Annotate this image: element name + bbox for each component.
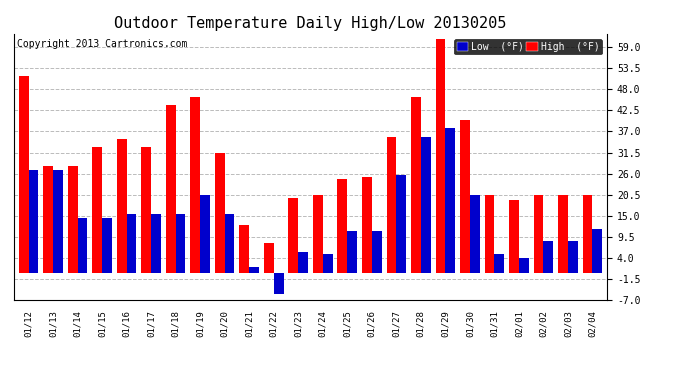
Bar bbox=[298, 252, 308, 273]
Bar bbox=[411, 97, 421, 273]
Bar bbox=[396, 176, 406, 273]
Bar bbox=[19, 76, 28, 273]
Text: Copyright 2013 Cartronics.com: Copyright 2013 Cartronics.com bbox=[17, 39, 187, 49]
Bar bbox=[435, 39, 445, 273]
Title: Outdoor Temperature Daily High/Low 20130205: Outdoor Temperature Daily High/Low 20130… bbox=[115, 16, 506, 31]
Bar bbox=[519, 258, 529, 273]
Bar bbox=[362, 177, 372, 273]
Bar bbox=[313, 195, 323, 273]
Bar bbox=[533, 195, 544, 273]
Bar bbox=[421, 137, 431, 273]
Bar bbox=[544, 241, 553, 273]
Bar bbox=[92, 147, 102, 273]
Bar bbox=[200, 195, 210, 273]
Bar bbox=[495, 254, 504, 273]
Bar bbox=[288, 198, 298, 273]
Bar bbox=[264, 243, 274, 273]
Bar bbox=[470, 195, 480, 273]
Bar bbox=[77, 217, 88, 273]
Bar bbox=[166, 105, 176, 273]
Bar bbox=[53, 170, 63, 273]
Bar bbox=[249, 267, 259, 273]
Bar bbox=[151, 214, 161, 273]
Bar bbox=[445, 128, 455, 273]
Bar bbox=[372, 231, 382, 273]
Bar bbox=[558, 195, 568, 273]
Bar bbox=[274, 273, 284, 294]
Bar bbox=[509, 200, 519, 273]
Bar bbox=[323, 254, 333, 273]
Bar bbox=[568, 241, 578, 273]
Bar bbox=[582, 195, 593, 273]
Bar bbox=[593, 229, 602, 273]
Bar bbox=[141, 147, 151, 273]
Bar bbox=[117, 139, 126, 273]
Bar bbox=[460, 120, 470, 273]
Bar bbox=[43, 166, 53, 273]
Bar bbox=[484, 195, 495, 273]
Bar bbox=[386, 137, 396, 273]
Bar bbox=[225, 214, 235, 273]
Bar bbox=[126, 214, 137, 273]
Bar bbox=[347, 231, 357, 273]
Bar bbox=[176, 214, 186, 273]
Bar bbox=[68, 166, 77, 273]
Bar bbox=[239, 225, 249, 273]
Bar bbox=[215, 153, 225, 273]
Bar bbox=[102, 217, 112, 273]
Bar bbox=[337, 179, 347, 273]
Bar bbox=[190, 97, 200, 273]
Bar bbox=[28, 170, 39, 273]
Legend: Low  (°F), High  (°F): Low (°F), High (°F) bbox=[454, 39, 602, 54]
